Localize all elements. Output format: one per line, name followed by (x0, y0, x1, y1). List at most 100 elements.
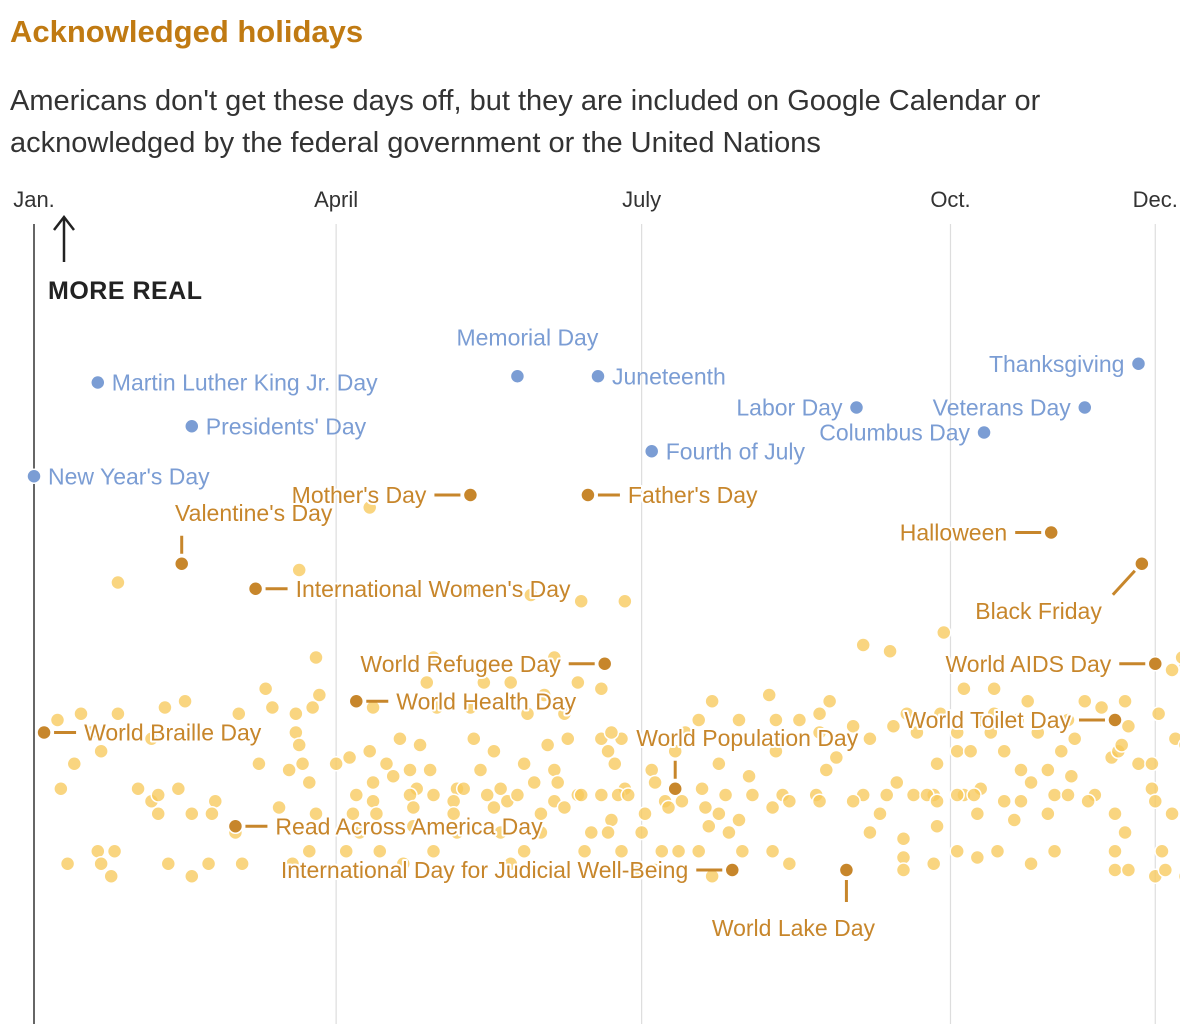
observance-dot (1107, 806, 1123, 822)
federal-holiday-dot (184, 418, 200, 434)
observance-dot (93, 743, 109, 759)
labeled-observance-dot (348, 693, 365, 709)
observance-dot (402, 787, 418, 803)
observance-dot (1144, 756, 1160, 772)
observance-dot (288, 724, 304, 741)
gridlines (335, 224, 1156, 1024)
observance-dot (969, 849, 986, 866)
observance-dot (351, 824, 368, 841)
observance-dot (556, 799, 573, 816)
observance-dot (1023, 856, 1039, 872)
observance-dot (1060, 787, 1076, 803)
other-observance-dots (49, 499, 1180, 884)
observance-dot (690, 843, 707, 859)
observance-dot (509, 787, 526, 803)
observance-label: Halloween (900, 520, 1007, 546)
observance-dot (1120, 862, 1137, 878)
observance-dot (281, 762, 297, 778)
observance-dot (1077, 693, 1093, 709)
observance-dot (546, 762, 563, 778)
observance-dot (969, 806, 986, 822)
observance-dot (1030, 724, 1046, 741)
observance-dot (600, 824, 616, 841)
federal-holiday-label: Memorial Day (456, 324, 598, 350)
observance-dot (677, 724, 694, 741)
observance-dot (110, 706, 126, 722)
labeled-observance-dot (580, 487, 596, 503)
observance-dot (361, 743, 378, 759)
observance-dot (986, 706, 1002, 722)
observance-dot (717, 787, 734, 803)
federal-holiday-label: Juneteenth (612, 363, 726, 389)
federal-holiday-label: Thanksgiving (989, 351, 1125, 377)
observance-label: Father's Day (628, 482, 758, 508)
observance-dot (889, 774, 905, 791)
observance-dot (556, 706, 573, 722)
observance-dot (1046, 787, 1063, 803)
more-real-arrow-head (53, 214, 75, 231)
chart-title: Acknowledged holidays (10, 14, 364, 49)
observance-dot (617, 593, 633, 609)
observance-dot (573, 593, 589, 609)
observance-dot (768, 712, 784, 728)
observance-dot (472, 762, 489, 778)
observance-dot (862, 824, 878, 841)
observance-dot (338, 843, 354, 859)
federal-holiday-label: Fourth of July (666, 438, 806, 464)
observance-dot (486, 743, 502, 759)
observance-dot (506, 693, 522, 709)
observance-dot (291, 562, 307, 578)
observance-dot (234, 856, 250, 872)
observance-dot (1113, 737, 1130, 753)
observance-dot (811, 793, 828, 809)
observance-dot (1147, 793, 1164, 809)
observance-label: World Lake Day (712, 915, 876, 941)
observance-dot (1167, 731, 1180, 747)
observance-dot (855, 637, 871, 653)
observance-dot (419, 674, 435, 691)
observance-dot (643, 762, 660, 778)
observance-dot (972, 712, 989, 728)
federal-holiday-dot (1077, 399, 1093, 416)
observance-dot (821, 693, 838, 709)
observance-dot (711, 806, 727, 822)
observance-dot (667, 743, 683, 759)
observance-dot (781, 793, 798, 809)
observance-dot (1130, 756, 1147, 772)
observance-dot (445, 806, 462, 822)
observance-dot (348, 787, 365, 803)
observance-dot (925, 856, 942, 872)
observance-dot (647, 774, 663, 791)
labeled-observance-dot (462, 487, 479, 503)
observance-dot (200, 856, 217, 872)
x-tick-label: Oct. (930, 187, 970, 212)
observance-dot (405, 799, 422, 816)
observance-dot (983, 724, 999, 741)
observance-dot (479, 787, 495, 803)
observance-dot (734, 843, 751, 859)
observance-label: Black Friday (975, 598, 1102, 624)
observance-dot (949, 787, 965, 803)
observance-dot (768, 743, 784, 759)
observance-dot (962, 743, 979, 759)
observance-dot (1009, 712, 1026, 728)
observance-dot (53, 781, 69, 797)
federal-holiday-label: Presidents' Day (206, 413, 367, 439)
observance-dot (1006, 812, 1023, 828)
observance-dot (721, 824, 737, 841)
observance-dot (701, 818, 717, 834)
observance-dot (862, 731, 878, 747)
x-tick-label: Dec. (1133, 187, 1178, 212)
observance-dot (271, 799, 287, 816)
observance-dot (882, 643, 898, 659)
federal-holiday-dot (590, 368, 606, 384)
observance-dot (633, 824, 650, 841)
observance-dot (637, 806, 653, 822)
observance-dot (731, 812, 747, 828)
observance-dot (1164, 662, 1180, 678)
observance-dot (103, 868, 119, 884)
observance-dot (929, 756, 945, 772)
labeled-observance-dot (1147, 656, 1164, 672)
federal-holiday-series: New Year's Day Martin Luther King Jr. Day… (26, 324, 1147, 489)
observance-dot (523, 587, 539, 603)
